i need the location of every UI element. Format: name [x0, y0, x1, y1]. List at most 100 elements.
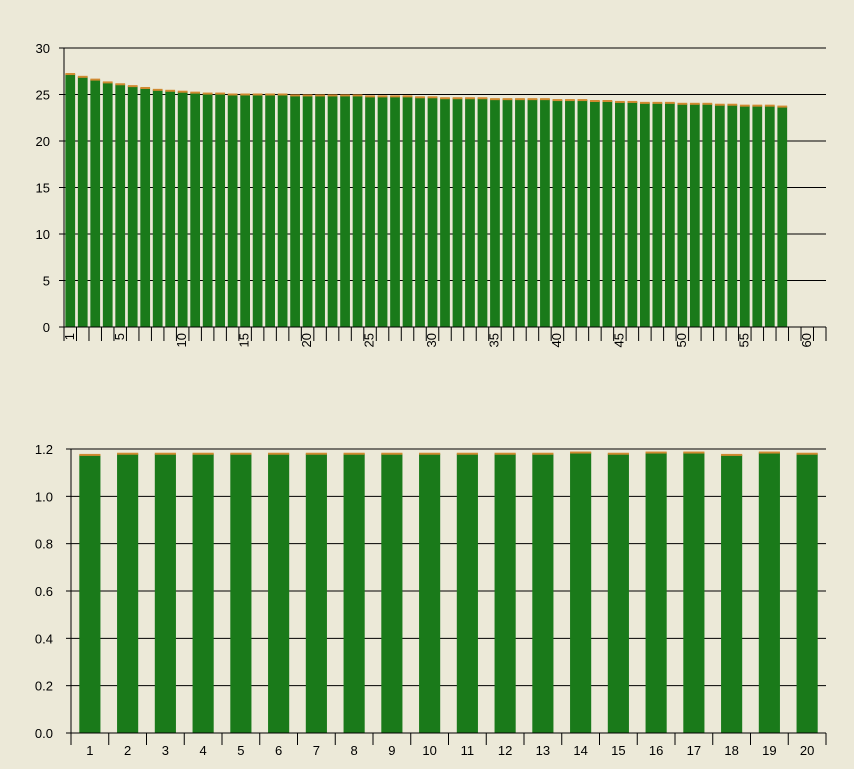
x-tick-label: 4 — [200, 743, 207, 758]
bar — [552, 100, 563, 327]
y-tick-label: 1.0 — [35, 489, 53, 504]
bar-cap — [365, 95, 375, 98]
bar-cap — [268, 452, 290, 455]
bar-cap — [652, 101, 663, 104]
bar-cap — [639, 101, 650, 104]
bar — [645, 452, 667, 733]
bar — [602, 101, 613, 327]
x-tick-label: 25 — [362, 333, 377, 347]
bar-cap — [302, 94, 313, 97]
bar — [590, 101, 600, 327]
bar — [340, 95, 350, 328]
bar — [252, 94, 263, 327]
y-tick-label: 20 — [36, 134, 50, 149]
x-tick-label: 18 — [724, 743, 738, 758]
bar-cap — [165, 89, 176, 92]
bar — [154, 453, 176, 733]
bar — [758, 452, 780, 733]
y-tick-label: 0 — [43, 320, 50, 335]
y-tick-label: 0.2 — [35, 679, 53, 694]
bar — [230, 453, 252, 733]
bar-cap — [427, 96, 438, 99]
bar-cap — [227, 93, 238, 96]
bar-cap — [390, 95, 400, 98]
bar — [165, 90, 176, 327]
x-tick-label: 55 — [736, 333, 751, 347]
bar-cap — [570, 451, 592, 454]
bar-cap — [764, 104, 775, 107]
bar-cap — [277, 93, 288, 96]
bar — [683, 452, 705, 733]
y-tick-label: 0.0 — [35, 726, 53, 741]
bar-cap — [477, 97, 488, 100]
bar-cap — [252, 93, 263, 96]
bar-cap — [602, 100, 613, 103]
x-tick-label: 30 — [424, 333, 439, 347]
bar-cap — [777, 105, 788, 108]
bar-cap — [532, 452, 554, 455]
bar-cap — [452, 97, 463, 100]
bar — [352, 95, 363, 328]
bar — [102, 82, 113, 327]
bar — [452, 98, 463, 327]
bar — [343, 453, 365, 733]
bar-cap — [154, 452, 176, 455]
x-tick-label: 11 — [461, 743, 475, 758]
bar-cap — [552, 99, 563, 102]
x-tick-label: 40 — [549, 333, 564, 347]
x-tick-label: 9 — [388, 743, 395, 758]
y-tick-label: 0.6 — [35, 584, 53, 599]
bar — [381, 453, 403, 733]
x-tick-label: 15 — [237, 333, 252, 347]
bar — [714, 104, 725, 327]
bar — [615, 101, 625, 327]
bar — [402, 96, 413, 327]
y-tick-label: 5 — [43, 274, 50, 289]
x-tick-label: 2 — [124, 743, 131, 758]
bar-cap — [590, 100, 600, 103]
x-tick-label: 14 — [573, 743, 587, 758]
y-tick-label: 0.4 — [35, 631, 53, 646]
bar-cap — [340, 94, 350, 97]
bar-cap — [490, 98, 500, 101]
bar-cap — [752, 104, 763, 107]
bar-cap — [115, 83, 126, 86]
bar-cap — [202, 92, 213, 95]
bar-cap — [352, 94, 363, 97]
bar — [465, 98, 475, 327]
bar-cap — [664, 101, 675, 104]
bar-cap — [515, 98, 525, 101]
bar-cap — [796, 452, 818, 455]
bar — [532, 453, 554, 733]
bar — [377, 96, 388, 327]
bar-cap — [327, 94, 338, 97]
bar-cap — [527, 98, 538, 101]
bar-cap — [177, 90, 188, 93]
bar — [127, 86, 138, 327]
bar — [490, 99, 500, 328]
bar-cap — [502, 98, 513, 101]
x-tick-label: 10 — [174, 333, 189, 347]
bar — [77, 76, 88, 327]
bar-cap — [190, 91, 201, 94]
bar-cap — [465, 97, 475, 100]
bar-cap — [440, 97, 450, 100]
bar — [570, 452, 592, 733]
bar-cap — [739, 104, 750, 107]
bar-cap — [645, 451, 667, 454]
bar-cap — [265, 93, 275, 96]
bar — [456, 453, 478, 733]
x-tick-label: 20 — [299, 333, 314, 347]
bar-cap — [79, 453, 101, 456]
x-tick-label: 12 — [498, 743, 512, 758]
bar-cap — [402, 95, 413, 98]
bar — [577, 100, 588, 327]
bar — [227, 94, 238, 327]
bar-cap — [727, 103, 738, 106]
bar — [305, 453, 327, 733]
y-tick-label: 15 — [36, 181, 50, 196]
bar-cap — [714, 103, 725, 106]
bar-cap — [494, 452, 516, 455]
